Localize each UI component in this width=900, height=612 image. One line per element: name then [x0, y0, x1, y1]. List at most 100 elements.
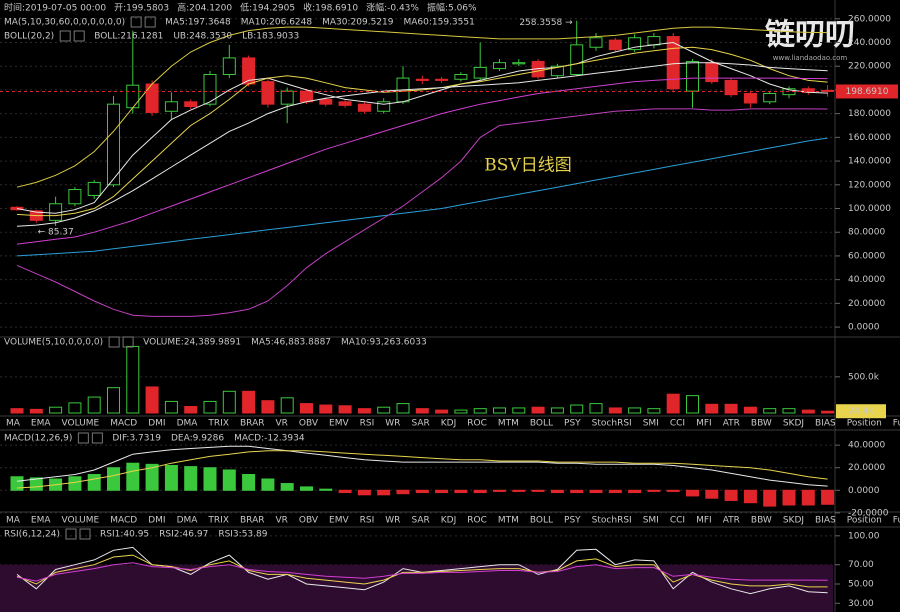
- indicator-tab[interactable]: BIAS: [815, 516, 836, 526]
- indicator-tab[interactable]: TRIX: [207, 516, 229, 526]
- legend-entry: DIF:3.7319: [112, 434, 161, 444]
- bar: [647, 489, 661, 492]
- indicator-tab[interactable]: StochRSI: [592, 419, 632, 429]
- candle-body: [473, 66, 487, 79]
- indicator-tab[interactable]: BBW: [751, 516, 772, 526]
- indicator-tab[interactable]: CCI: [670, 419, 685, 429]
- indicator-tab[interactable]: VR: [275, 419, 287, 429]
- bar: [107, 467, 120, 491]
- indicator-tab[interactable]: EMA: [31, 516, 51, 526]
- indicator-tab[interactable]: Position: [847, 516, 882, 526]
- indicator-tab[interactable]: DMA: [177, 516, 199, 526]
- candle-body: [280, 90, 294, 105]
- bar: [705, 489, 719, 499]
- y-tick-label: 120.0000: [848, 180, 891, 190]
- indicator-tab[interactable]: WR: [385, 516, 400, 526]
- indicator-tab[interactable]: BOLL: [530, 419, 553, 429]
- indicator-tab[interactable]: BIAS: [815, 419, 836, 429]
- candle-body: [724, 79, 738, 96]
- indicator-tab[interactable]: DMI: [148, 516, 165, 526]
- readout: VOLUME:24,389.9891: [143, 338, 241, 348]
- indicator-tab[interactable]: KDJ: [441, 419, 457, 429]
- indicator-tab[interactable]: MA: [6, 516, 21, 526]
- indicator-tab[interactable]: SMI: [643, 419, 659, 429]
- indicator-tab[interactable]: PSY: [564, 516, 581, 526]
- indicator-tab[interactable]: CCI: [670, 516, 685, 526]
- y-tick-label: 50.00: [848, 579, 874, 589]
- bar: [280, 483, 294, 491]
- indicator-tab[interactable]: DMI: [148, 419, 165, 429]
- candle-body: [686, 60, 699, 92]
- bar: [628, 407, 642, 414]
- candle-body: [319, 98, 333, 105]
- bar: [319, 404, 333, 414]
- legend-entry: RSI1:40.95: [100, 530, 149, 540]
- indicator-tab[interactable]: EMA: [31, 419, 51, 429]
- indicator-tab[interactable]: MACD: [110, 516, 137, 526]
- indicator-tab[interactable]: EMV: [329, 419, 349, 429]
- indicator-tab[interactable]: EMV: [329, 516, 349, 526]
- value-tag: [836, 404, 886, 419]
- indicator-tab[interactable]: SKDJ: [783, 516, 804, 526]
- indicator-tab[interactable]: ATR: [723, 419, 740, 429]
- candle-body: [493, 62, 506, 70]
- y-tick-label: 100.00: [848, 531, 880, 541]
- y-tick-label: 240.0000: [848, 38, 891, 48]
- indicator-tab[interactable]: SKDJ: [783, 419, 804, 429]
- indicator-tab[interactable]: MACD: [110, 419, 137, 429]
- settings-icon: [108, 336, 120, 348]
- bar: [10, 476, 24, 491]
- value-tag-label: 24.4k: [848, 407, 874, 417]
- candle-body: [184, 101, 198, 108]
- indicator-tab[interactable]: PSY: [564, 419, 581, 429]
- close-icon: [73, 30, 85, 42]
- bar: [743, 406, 757, 414]
- bar: [782, 489, 796, 506]
- indicator-tab[interactable]: MA: [6, 419, 21, 429]
- bar: [801, 409, 815, 414]
- y-tick-label: 220.0000: [848, 62, 891, 72]
- bar: [145, 386, 159, 414]
- indicator-tab[interactable]: ATR: [723, 516, 740, 526]
- indicator-tab[interactable]: OBV: [299, 419, 319, 429]
- indicator-tab[interactable]: SAR: [411, 516, 429, 526]
- indicator-tab[interactable]: ROC: [467, 516, 487, 526]
- indicator-tab[interactable]: DMA: [177, 419, 199, 429]
- indicator-tab[interactable]: OBV: [299, 516, 319, 526]
- indicator-tab[interactable]: VOLUME: [62, 516, 100, 526]
- indicator-tab[interactable]: MFI: [696, 419, 712, 429]
- indicator-tab[interactable]: StochRSI: [592, 516, 632, 526]
- indicator-tab[interactable]: KDJ: [441, 516, 457, 526]
- indicator-tab[interactable]: Fund-flow: [893, 516, 900, 526]
- legend-entry: UB:248.3530: [173, 32, 232, 42]
- bar: [396, 489, 410, 495]
- indicator-tab[interactable]: BBW: [751, 419, 772, 429]
- indicator-tab[interactable]: ROC: [467, 419, 487, 429]
- indicator-tab[interactable]: VR: [275, 516, 287, 526]
- indicator-tab[interactable]: BRAR: [240, 516, 264, 526]
- indicator-tab[interactable]: Fund-flow: [893, 419, 900, 429]
- bar: [782, 408, 796, 414]
- indicator-tab[interactable]: RSI: [360, 516, 375, 526]
- indicator-tab[interactable]: WR: [385, 419, 400, 429]
- indicator-tab[interactable]: RSI: [360, 419, 375, 429]
- indicator-tab[interactable]: MTM: [498, 419, 519, 429]
- indicator-tab[interactable]: SAR: [411, 419, 429, 429]
- watermark-url: www.liandaodao.com: [773, 54, 848, 62]
- candle-body: [628, 37, 642, 51]
- bar: [743, 489, 757, 504]
- indicator-tab[interactable]: TRIX: [207, 419, 229, 429]
- indicator-tab[interactable]: BOLL: [530, 516, 553, 526]
- bar: [763, 489, 777, 507]
- indicator-tab[interactable]: MTM: [498, 516, 519, 526]
- indicator-tab[interactable]: BRAR: [240, 419, 264, 429]
- series-line: [16, 62, 828, 227]
- indicator-tab[interactable]: Position: [847, 419, 882, 429]
- close-icon: [91, 432, 103, 444]
- indicator-tab[interactable]: MFI: [696, 516, 712, 526]
- bar: [49, 406, 63, 414]
- indicator-tab[interactable]: VOLUME: [62, 419, 100, 429]
- y-tick-label: -20.0000: [848, 508, 889, 518]
- candle-body: [261, 81, 275, 105]
- indicator-tab[interactable]: SMI: [643, 516, 659, 526]
